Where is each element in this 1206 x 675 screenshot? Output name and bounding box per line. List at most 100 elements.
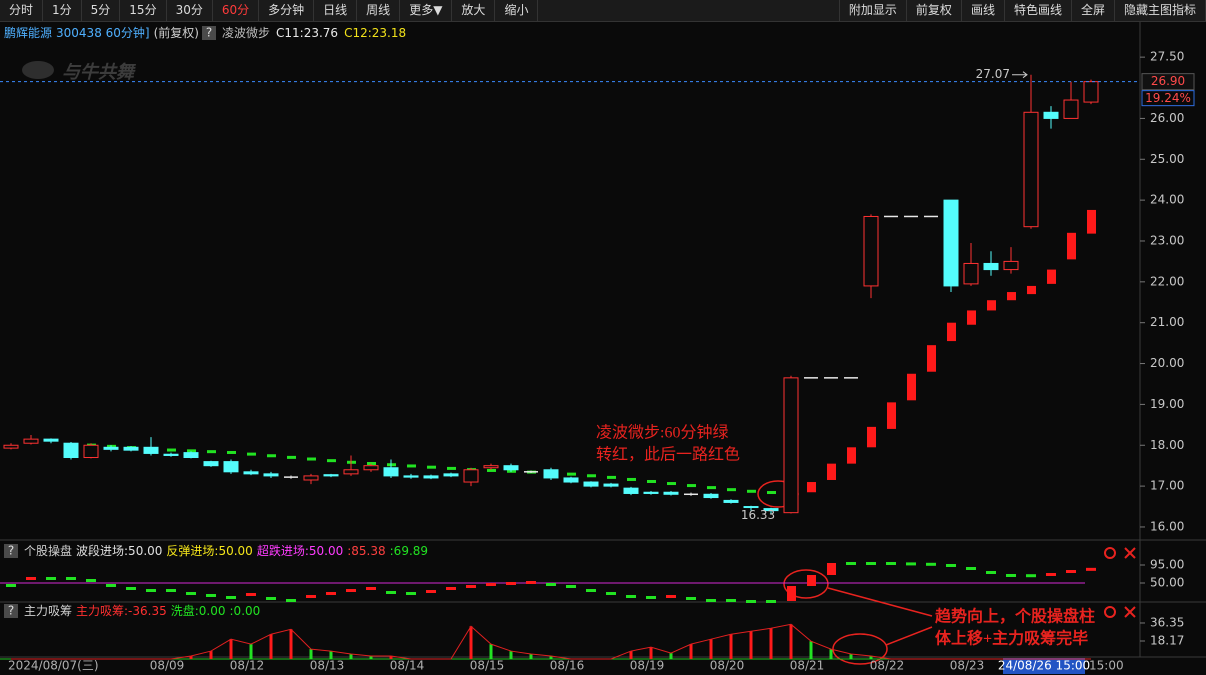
toolbar-button[interactable]: 分时 bbox=[0, 0, 44, 21]
bar bbox=[709, 639, 713, 659]
help-icon bbox=[4, 604, 18, 618]
price-tag bbox=[1141, 73, 1195, 91]
candle-body bbox=[263, 473, 279, 477]
indicator-dash bbox=[946, 564, 956, 567]
indicator-dash bbox=[106, 584, 116, 587]
indicator-dash bbox=[466, 585, 476, 588]
y-tick-label: 26.00 bbox=[1150, 111, 1184, 125]
toolbar-button[interactable]: 画线 bbox=[962, 0, 1005, 21]
candle-body bbox=[423, 475, 439, 479]
x-tick-label: 08/19 bbox=[630, 659, 665, 673]
toolbar-button[interactable]: 前复权 bbox=[907, 0, 962, 21]
indicator-bar bbox=[447, 466, 456, 470]
indicator-dash bbox=[926, 562, 936, 566]
toolbar-button[interactable]: 多分钟 bbox=[259, 0, 315, 21]
help-icon bbox=[202, 26, 216, 40]
candle-body bbox=[563, 477, 579, 483]
indicator-bar bbox=[1087, 209, 1096, 234]
y-tick-label: 36.35 bbox=[1150, 615, 1184, 629]
settings-icon[interactable] bbox=[1104, 547, 1116, 559]
indicator-dash bbox=[526, 581, 536, 584]
toolbar-button[interactable]: 5分 bbox=[82, 0, 121, 21]
toolbar-button[interactable]: 30分 bbox=[167, 0, 213, 21]
bar bbox=[229, 639, 233, 659]
bar bbox=[849, 654, 853, 659]
candle-body bbox=[183, 452, 199, 459]
candle-body bbox=[123, 446, 139, 451]
candle-body bbox=[363, 465, 379, 471]
toolbar-button[interactable]: 60分 bbox=[213, 0, 260, 21]
candle-body bbox=[3, 444, 19, 449]
help-icon-text: ? bbox=[8, 604, 14, 618]
indicator-bar bbox=[747, 489, 756, 493]
indicator-dash bbox=[1086, 567, 1096, 571]
high-label: 27.07 bbox=[976, 67, 1010, 81]
bar bbox=[869, 656, 873, 659]
indicator-bar bbox=[227, 450, 236, 454]
candle-body bbox=[243, 471, 259, 475]
toolbar-button[interactable]: 全屏 bbox=[1072, 0, 1115, 21]
annotation: 转红，此后一路红色 bbox=[596, 446, 740, 464]
bar bbox=[829, 649, 833, 659]
candle-body bbox=[203, 461, 219, 467]
chart: 与牛共舞 24/08/26 15:00 27.50 26.00 25.00 24.00… bbox=[0, 22, 1206, 675]
indicator-bar bbox=[867, 426, 876, 448]
indicator-bar bbox=[987, 300, 996, 311]
watermark-logo bbox=[22, 61, 54, 79]
candle-body bbox=[983, 262, 999, 271]
toolbar-button[interactable]: 放大 bbox=[452, 0, 496, 21]
legend-item: 鹏辉能源 bbox=[4, 26, 52, 40]
indicator-bar bbox=[947, 322, 956, 342]
x-tick-label: 08/22 bbox=[870, 659, 905, 673]
settings-icon[interactable] bbox=[1104, 606, 1116, 618]
indicator-bar bbox=[807, 575, 816, 586]
indicator-bar bbox=[1047, 269, 1056, 284]
indicator-dash bbox=[246, 593, 256, 596]
highlight-ellipse bbox=[783, 569, 829, 599]
indicator-bar bbox=[667, 482, 676, 486]
indicator-dash bbox=[886, 562, 896, 565]
toolbar-button[interactable]: 1分 bbox=[43, 0, 82, 21]
bar bbox=[209, 651, 213, 659]
legend-item: C12:23.18 bbox=[344, 26, 406, 40]
toolbar-button[interactable]: 附加显示 bbox=[840, 0, 907, 21]
toolbar-button[interactable]: 周线 bbox=[357, 0, 401, 21]
close-icon[interactable] bbox=[1124, 606, 1136, 618]
candle-body bbox=[43, 438, 59, 442]
close-icon[interactable] bbox=[1124, 547, 1136, 559]
indicator-bar bbox=[1007, 292, 1016, 301]
toolbar-button[interactable]: 隐藏主图指标 bbox=[1115, 0, 1206, 21]
bar bbox=[769, 628, 773, 659]
indicator-dash bbox=[846, 562, 856, 565]
indicator-bar bbox=[287, 455, 296, 459]
toolbar-button[interactable]: 日线 bbox=[314, 0, 358, 21]
candle-body bbox=[723, 499, 739, 503]
toolbar-button[interactable]: 更多▼ bbox=[400, 0, 453, 21]
indicator-dash bbox=[586, 589, 596, 592]
bar bbox=[729, 634, 733, 659]
candle-body bbox=[63, 442, 79, 459]
y-tick-label: 18.17 bbox=[1150, 633, 1184, 647]
candle-body bbox=[963, 262, 979, 285]
panel-header: 个股操盘 波段进场:50.00 反弹进场:50.00 超跌进场:50.00:85.38… bbox=[24, 543, 428, 558]
toolbar-button[interactable]: 15分 bbox=[120, 0, 167, 21]
annotation: 凌波微步:60分钟绿 bbox=[596, 424, 728, 442]
indicator-dash bbox=[486, 583, 496, 586]
indicator-dash bbox=[326, 592, 336, 595]
candle-body bbox=[743, 506, 759, 509]
candle-body bbox=[223, 461, 239, 473]
legend-item: (前复权) bbox=[154, 25, 199, 40]
indicator-bar bbox=[727, 488, 736, 492]
toolbar-button[interactable]: 缩小 bbox=[495, 0, 539, 21]
indicator-dash bbox=[286, 599, 296, 602]
bar bbox=[469, 626, 473, 659]
indicator-dash bbox=[426, 590, 436, 593]
toolbar-button[interactable]: 特色画线 bbox=[1005, 0, 1072, 21]
bar bbox=[349, 654, 353, 659]
legend-item: 个股操盘 bbox=[24, 543, 72, 558]
high-arrow bbox=[1012, 71, 1028, 79]
legend-item: 主力吸筹:-36.35 bbox=[76, 604, 167, 618]
y-tick-label: 16.00 bbox=[1150, 519, 1184, 533]
indicator-bar bbox=[847, 447, 856, 464]
legend-item: :0.00 bbox=[230, 604, 261, 618]
